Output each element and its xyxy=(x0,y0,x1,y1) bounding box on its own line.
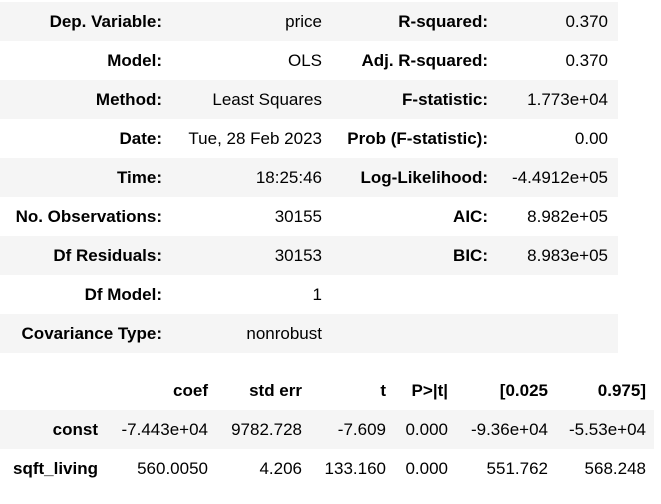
summary-label: Time: xyxy=(0,158,172,197)
summary-value: price xyxy=(172,2,332,41)
summary-row-time: Time: 18:25:46 Log-Likelihood: -4.4912e+… xyxy=(0,158,618,197)
summary-label xyxy=(332,275,498,314)
summary-value xyxy=(498,275,618,314)
summary-value: nonrobust xyxy=(172,314,332,353)
summary-label: Adj. R-squared: xyxy=(332,41,498,80)
summary-value: OLS xyxy=(172,41,332,80)
p-value: 0.000 xyxy=(394,449,456,488)
summary-row-df-residuals: Df Residuals: 30153 BIC: 8.983e+05 xyxy=(0,236,618,275)
summary-value: 8.983e+05 xyxy=(498,236,618,275)
summary-row-observations: No. Observations: 30155 AIC: 8.982e+05 xyxy=(0,197,618,236)
summary-label: Date: xyxy=(0,119,172,158)
summary-value: 0.370 xyxy=(498,41,618,80)
coef-value: 560.0050 xyxy=(106,449,216,488)
summary-value: 0.370 xyxy=(498,2,618,41)
summary-value: 0.00 xyxy=(498,119,618,158)
summary-row-date: Date: Tue, 28 Feb 2023 Prob (F-statistic… xyxy=(0,119,618,158)
column-header-std-err: std err xyxy=(216,371,310,410)
summary-label: Dep. Variable: xyxy=(0,2,172,41)
ci-high-value: -5.53e+04 xyxy=(556,410,654,449)
summary-value: -4.4912e+05 xyxy=(498,158,618,197)
summary-label: Prob (F-statistic): xyxy=(332,119,498,158)
summary-value: 30153 xyxy=(172,236,332,275)
summary-value: Tue, 28 Feb 2023 xyxy=(172,119,332,158)
summary-value: 1 xyxy=(172,275,332,314)
summary-label: Df Model: xyxy=(0,275,172,314)
t-value: -7.609 xyxy=(310,410,394,449)
ci-high-value: 568.248 xyxy=(556,449,654,488)
summary-label xyxy=(332,314,498,353)
summary-label: R-squared: xyxy=(332,2,498,41)
ci-low-value: -9.36e+04 xyxy=(456,410,556,449)
summary-row-df-model: Df Model: 1 xyxy=(0,275,618,314)
summary-label: Method: xyxy=(0,80,172,119)
column-header-coef: coef xyxy=(106,371,216,410)
summary-label: Model: xyxy=(0,41,172,80)
summary-label: BIC: xyxy=(332,236,498,275)
std-err-value: 4.206 xyxy=(216,449,310,488)
summary-label: No. Observations: xyxy=(0,197,172,236)
summary-value: 30155 xyxy=(172,197,332,236)
summary-value: 18:25:46 xyxy=(172,158,332,197)
coefficient-row-const: const -7.443e+04 9782.728 -7.609 0.000 -… xyxy=(0,410,654,449)
summary-label: Log-Likelihood: xyxy=(332,158,498,197)
ci-low-value: 551.762 xyxy=(456,449,556,488)
summary-label: Df Residuals: xyxy=(0,236,172,275)
summary-value: Least Squares xyxy=(172,80,332,119)
summary-row-method: Method: Least Squares F-statistic: 1.773… xyxy=(0,80,618,119)
t-value: 133.160 xyxy=(310,449,394,488)
column-header xyxy=(0,371,106,410)
summary-label: F-statistic: xyxy=(332,80,498,119)
coefficients-table: coef std err t P>|t| [0.025 0.975] const… xyxy=(0,371,654,488)
coefficients-header-row: coef std err t P>|t| [0.025 0.975] xyxy=(0,371,654,410)
summary-row-dep-variable: Dep. Variable: price R-squared: 0.370 xyxy=(0,2,618,41)
column-header-ci-high: 0.975] xyxy=(556,371,654,410)
summary-value: 1.773e+04 xyxy=(498,80,618,119)
coefficient-row-sqft-living: sqft_living 560.0050 4.206 133.160 0.000… xyxy=(0,449,654,488)
column-header-ci-low: [0.025 xyxy=(456,371,556,410)
variable-name: const xyxy=(0,410,106,449)
variable-name: sqft_living xyxy=(0,449,106,488)
summary-value: 8.982e+05 xyxy=(498,197,618,236)
std-err-value: 9782.728 xyxy=(216,410,310,449)
summary-row-covariance: Covariance Type: nonrobust xyxy=(0,314,618,353)
summary-value xyxy=(498,314,618,353)
coef-value: -7.443e+04 xyxy=(106,410,216,449)
summary-label: AIC: xyxy=(332,197,498,236)
summary-row-model: Model: OLS Adj. R-squared: 0.370 xyxy=(0,41,618,80)
regression-summary-table: Dep. Variable: price R-squared: 0.370 Mo… xyxy=(0,2,618,353)
column-header-p-value: P>|t| xyxy=(394,371,456,410)
p-value: 0.000 xyxy=(394,410,456,449)
summary-label: Covariance Type: xyxy=(0,314,172,353)
column-header-t: t xyxy=(310,371,394,410)
